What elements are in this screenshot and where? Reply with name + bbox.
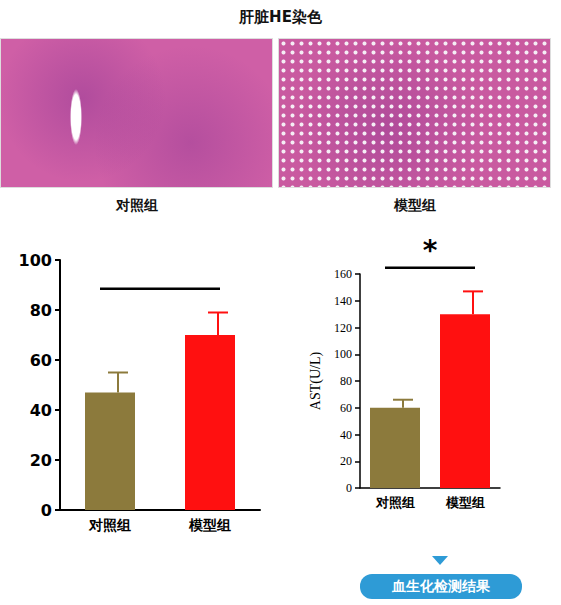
svg-text:120: 120	[334, 321, 352, 335]
svg-text:100: 100	[334, 347, 352, 361]
svg-text:20: 20	[30, 451, 52, 470]
svg-text:60: 60	[340, 401, 352, 415]
html-text:模型组: 模型组	[393, 197, 436, 213]
html-text:对照组: 对照组	[115, 197, 158, 213]
svg-text:对照组: 对照组	[88, 517, 131, 533]
svg-text:AST(U/L): AST(U/L)	[308, 352, 324, 411]
svg-text:0: 0	[346, 481, 352, 495]
html-text:肝脏HE染色: 肝脏HE染色	[239, 8, 322, 26]
svg-text:模型组: 模型组	[445, 495, 485, 510]
svg-text:60: 60	[30, 351, 52, 370]
svg-text:20: 20	[340, 454, 352, 468]
svg-text:80: 80	[340, 374, 352, 388]
svg-text:40: 40	[340, 428, 352, 442]
svg-text:160: 160	[334, 267, 352, 281]
svg-text:140: 140	[334, 294, 352, 308]
svg-text:80: 80	[30, 301, 52, 320]
svg-text:模型组: 模型组	[188, 517, 231, 533]
svg-text:0: 0	[41, 501, 52, 520]
svg-text:100: 100	[19, 251, 52, 270]
svg-text:对照组: 对照组	[375, 495, 415, 510]
html-text:血生化检测结果: 血生化检测结果	[392, 578, 490, 594]
svg-text:*: *	[423, 234, 438, 267]
svg-text:40: 40	[30, 401, 52, 420]
